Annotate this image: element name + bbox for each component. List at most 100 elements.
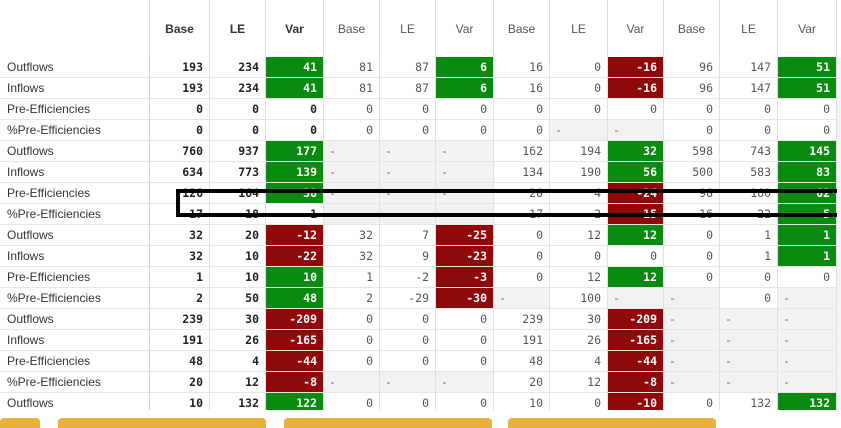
table-cell: 10 bbox=[266, 267, 324, 288]
table-cell: 162 bbox=[494, 141, 550, 162]
column-header-base[interactable]: Base bbox=[324, 0, 380, 57]
table-cell: 0 bbox=[324, 393, 380, 410]
table-cell: - bbox=[380, 204, 436, 225]
table-cell: 500 bbox=[664, 162, 720, 183]
table-cell: 0 bbox=[778, 120, 837, 141]
table-cell: 139 bbox=[266, 162, 324, 183]
table-cell: -44 bbox=[266, 351, 324, 372]
table-row: Outflows 193 234 41 81 87 6 16 0 -16 96 147 51 bbox=[0, 57, 841, 78]
table-cell: 1 bbox=[778, 246, 837, 267]
table-cell: 0 bbox=[380, 99, 436, 120]
table-cell: -22 bbox=[266, 246, 324, 267]
column-header-le[interactable]: LE bbox=[720, 0, 778, 57]
table-cell: 0 bbox=[324, 309, 380, 330]
table-cell: - bbox=[436, 204, 494, 225]
table-cell: 32 bbox=[150, 246, 210, 267]
table-cell: 7 bbox=[380, 225, 436, 246]
table-cell: 190 bbox=[550, 162, 608, 183]
table-cell: 0 bbox=[608, 246, 664, 267]
table-cell: 634 bbox=[150, 162, 210, 183]
table-cell: 0 bbox=[210, 99, 266, 120]
column-header-var[interactable]: Var bbox=[266, 0, 324, 57]
column-header-var[interactable]: Var bbox=[778, 0, 837, 57]
table-cell: - bbox=[436, 141, 494, 162]
table-cell: 16 bbox=[494, 57, 550, 78]
table-cell: 0 bbox=[778, 99, 837, 120]
table-cell: 87 bbox=[380, 57, 436, 78]
table-cell: 0 bbox=[550, 99, 608, 120]
table-cell: 147 bbox=[720, 57, 778, 78]
table-cell: 12 bbox=[550, 372, 608, 393]
column-header-var[interactable]: Var bbox=[436, 0, 494, 57]
table-cell: 10 bbox=[210, 267, 266, 288]
sheet-tabs-bar bbox=[0, 410, 841, 428]
table-cell: 16 bbox=[664, 204, 720, 225]
table-cell: - bbox=[380, 162, 436, 183]
table-cell: 1 bbox=[150, 267, 210, 288]
column-header-le[interactable]: LE bbox=[210, 0, 266, 57]
table-cell: - bbox=[778, 288, 837, 309]
table-cell: 0 bbox=[550, 246, 608, 267]
table-cell: 239 bbox=[494, 309, 550, 330]
table-cell: 51 bbox=[778, 78, 837, 99]
table-cell: 5 bbox=[778, 204, 837, 225]
sheet-tab[interactable] bbox=[58, 418, 266, 428]
pivot-table: Base LE Var Base LE Var Base LE Var Base LE Var Out… bbox=[0, 0, 841, 410]
table-cell: 48 bbox=[150, 351, 210, 372]
table-cell: 0 bbox=[494, 246, 550, 267]
table-cell: 98 bbox=[664, 183, 720, 204]
table-cell: 48 bbox=[266, 288, 324, 309]
table-cell: 26 bbox=[210, 330, 266, 351]
table-cell: 0 bbox=[720, 120, 778, 141]
table-cell: 0 bbox=[664, 246, 720, 267]
table-cell: - bbox=[380, 183, 436, 204]
column-header-le[interactable]: LE bbox=[380, 0, 436, 57]
sheet-tab[interactable] bbox=[0, 418, 40, 428]
table-cell: 10 bbox=[150, 393, 210, 410]
table-cell: -10 bbox=[608, 393, 664, 410]
table-cell: 6 bbox=[436, 78, 494, 99]
table-cell: 32 bbox=[150, 225, 210, 246]
table-cell: 12 bbox=[608, 267, 664, 288]
table-cell: 773 bbox=[210, 162, 266, 183]
row-label: %Pre-Efficiencies bbox=[0, 204, 150, 225]
table-cell: 0 bbox=[664, 120, 720, 141]
column-header-base[interactable]: Base bbox=[494, 0, 550, 57]
row-label: %Pre-Efficiencies bbox=[0, 288, 150, 309]
table-row: Inflows 191 26 -165 0 0 0 191 26 -165- - - bbox=[0, 330, 841, 351]
table-cell: 0 bbox=[720, 267, 778, 288]
column-header-le[interactable]: LE bbox=[550, 0, 608, 57]
table-cell: 0 bbox=[324, 330, 380, 351]
table-cell: 937 bbox=[210, 141, 266, 162]
table-cell: -16 bbox=[608, 78, 664, 99]
table-cell: 0 bbox=[150, 120, 210, 141]
table-cell: 56 bbox=[608, 162, 664, 183]
table-cell: 193 bbox=[150, 78, 210, 99]
row-label: Outflows bbox=[0, 141, 150, 162]
column-header-base[interactable]: Base bbox=[664, 0, 720, 57]
sheet-tab[interactable] bbox=[508, 418, 716, 428]
table-cell: - bbox=[664, 372, 720, 393]
table-cell: 17 bbox=[494, 204, 550, 225]
table-cell: 100 bbox=[550, 288, 608, 309]
table-cell: 0 bbox=[720, 99, 778, 120]
table-cell: 6 bbox=[436, 57, 494, 78]
table-cell: -165 bbox=[266, 330, 324, 351]
table-cell: 0 bbox=[436, 393, 494, 410]
table-cell: 191 bbox=[494, 330, 550, 351]
column-header-base[interactable]: Base bbox=[150, 0, 210, 57]
table-cell: 96 bbox=[664, 57, 720, 78]
table-cell: 2 bbox=[324, 288, 380, 309]
table-cell: - bbox=[436, 372, 494, 393]
row-label: %Pre-Efficiencies bbox=[0, 372, 150, 393]
vertical-scrollbar[interactable] bbox=[837, 57, 841, 410]
table-cell: 0 bbox=[664, 393, 720, 410]
sheet-tab[interactable] bbox=[284, 418, 492, 428]
table-cell: 4 bbox=[550, 351, 608, 372]
table-cell: 16 bbox=[494, 78, 550, 99]
column-header-var[interactable]: Var bbox=[608, 0, 664, 57]
table-cell: 0 bbox=[380, 351, 436, 372]
table-cell: 1 bbox=[324, 267, 380, 288]
table-cell: 9 bbox=[380, 246, 436, 267]
table-cell: -25 bbox=[436, 225, 494, 246]
